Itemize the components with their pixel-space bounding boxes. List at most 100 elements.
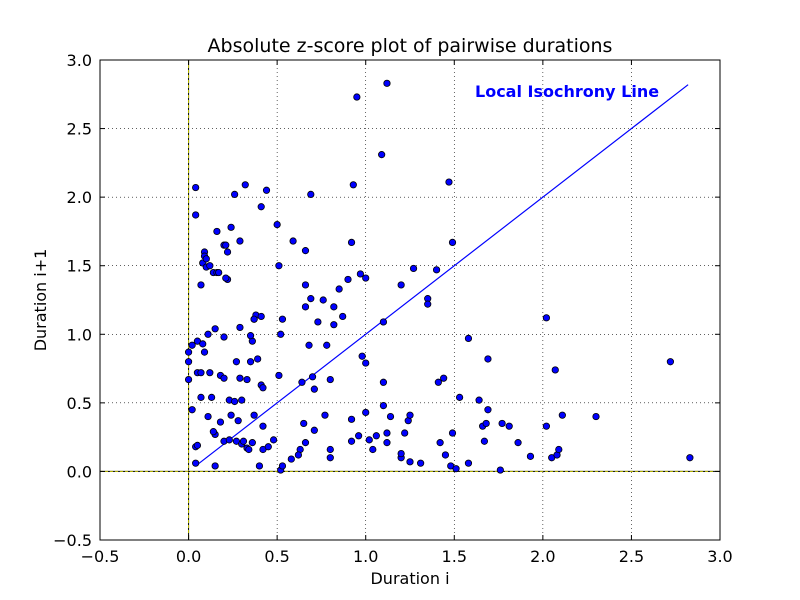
scatter-point: [243, 375, 251, 384]
x-tick-label: 1.0: [353, 547, 378, 566]
scatter-point: [197, 393, 205, 401]
scatter-point: [211, 462, 219, 470]
scatter-point: [216, 418, 225, 426]
isochrony-line-annotation: Local Isochrony Line: [475, 82, 659, 101]
scatter-point: [355, 432, 363, 440]
scatter-point: [236, 323, 244, 332]
scatter-point: [277, 330, 285, 338]
scatter-point: [383, 439, 391, 447]
scatter-point: [417, 459, 425, 467]
scatter-point: [215, 268, 223, 277]
scatter-point: [250, 411, 258, 419]
y-axis-label: Duration i+1: [31, 249, 50, 352]
scatter-point: [301, 281, 310, 289]
scatter-point: [323, 341, 331, 349]
scatter-point: [206, 262, 214, 270]
scatter-point: [330, 303, 338, 311]
scatter-point: [379, 318, 388, 326]
chart-title: Absolute z-score plot of pairwise durati…: [208, 35, 613, 57]
scatter-point: [379, 378, 388, 386]
scatter-point: [344, 275, 352, 284]
scatter-point: [455, 393, 464, 401]
scatter-point: [505, 422, 513, 430]
scatter-point: [401, 429, 409, 437]
scatter-point: [369, 445, 377, 454]
scatter-point: [231, 190, 239, 198]
scatter-point: [526, 452, 535, 460]
scatter-point: [372, 432, 380, 440]
scatter-point: [289, 237, 297, 245]
scatter-point: [234, 417, 242, 425]
y-axis-ticks: −0.5 0.0 0.5 1.0 1.5 2.0 2.5 3.0: [53, 51, 720, 550]
scatter-point: [321, 411, 329, 419]
scatter-point: [386, 412, 395, 421]
scatter-point: [397, 449, 405, 458]
scatter-point: [397, 281, 405, 289]
scatter-point: [409, 264, 418, 273]
y-tick-label: 1.0: [67, 325, 92, 344]
scatter-point: [464, 334, 473, 342]
scatter-point: [353, 93, 361, 101]
x-tick-label: −0.5: [81, 547, 120, 566]
scatter-point: [347, 238, 356, 246]
scatter-point: [298, 378, 306, 386]
scatter-points: [184, 79, 694, 474]
scatter-point: [305, 341, 313, 349]
x-tick-label: 2.0: [530, 547, 555, 566]
scatter-point: [223, 248, 232, 256]
scatter-point: [257, 203, 265, 211]
scatter-point: [236, 237, 244, 245]
scatter-point: [464, 459, 473, 467]
scatter-point: [255, 462, 264, 470]
scatter-point: [222, 241, 230, 249]
scatter-point: [358, 352, 366, 360]
scatter-point: [222, 274, 230, 282]
scatter-point: [236, 374, 244, 382]
scatter-point: [452, 465, 460, 473]
scatter-point: [248, 439, 256, 447]
scatter-point: [264, 443, 272, 451]
scatter-point: [330, 321, 338, 329]
scatter-point: [239, 437, 248, 445]
scatter-point: [208, 393, 216, 401]
scatter-point: [686, 454, 694, 462]
scatter-point: [231, 397, 239, 406]
y-tick-label: 0.0: [67, 462, 92, 481]
scatter-point: [192, 211, 200, 219]
scatter-point: [204, 412, 212, 421]
scatter-point: [379, 401, 388, 410]
scatter-point: [254, 355, 262, 363]
scatter-point: [206, 369, 214, 377]
y-tick-label: −0.5: [53, 531, 92, 550]
x-tick-label: 2.5: [619, 547, 644, 566]
scatter-point: [220, 374, 228, 382]
scatter-point: [326, 454, 334, 462]
scatter-point: [445, 178, 453, 186]
y-tick-label: 2.5: [67, 120, 92, 139]
scatter-point: [326, 375, 334, 384]
scatter-point: [197, 281, 205, 289]
scatter-point: [436, 439, 444, 447]
scatter-point: [192, 183, 200, 192]
scatter-point: [496, 466, 504, 474]
x-axis-ticks: −0.5 0.0 0.5 1.0 1.5 2.0 2.5 3.0: [81, 60, 733, 566]
scatter-point: [349, 181, 357, 189]
scatter-point: [432, 266, 441, 274]
scatter-point: [241, 181, 249, 189]
scatter-point: [555, 445, 563, 454]
scatter-point: [225, 436, 233, 444]
scatter-point: [301, 303, 310, 311]
scatter-point: [498, 419, 506, 428]
scatter-point: [310, 426, 318, 434]
scatter-point: [406, 458, 414, 466]
scatter-point: [448, 238, 457, 246]
scatter-point: [200, 348, 209, 356]
scatter-point: [275, 262, 283, 270]
scatter-point: [278, 462, 287, 470]
scatter-point: [188, 406, 196, 414]
scatter-point: [551, 366, 559, 374]
scatter-point: [319, 296, 327, 304]
scatter-point: [383, 429, 391, 437]
scatter-point: [434, 378, 442, 386]
scatter-point: [558, 411, 566, 419]
